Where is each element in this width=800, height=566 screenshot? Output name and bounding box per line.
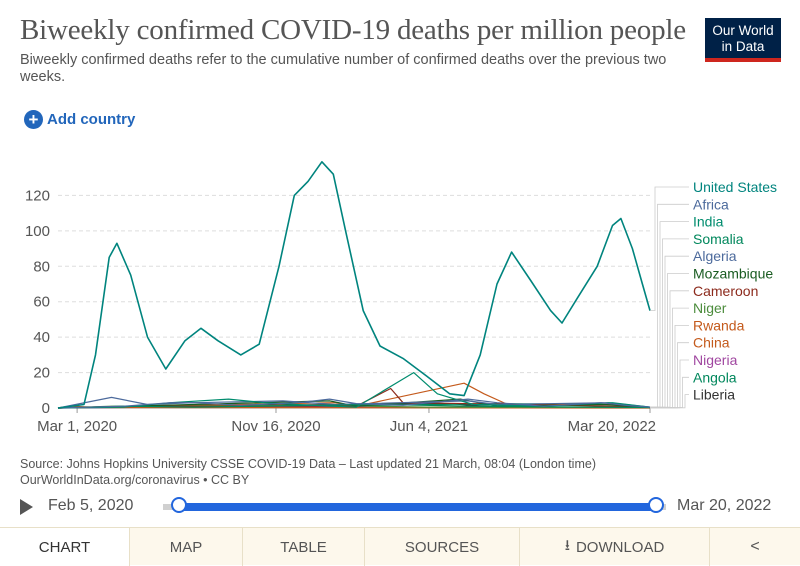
legend-leader-line (650, 376, 689, 408)
timeline-end-label: Mar 20, 2022 (677, 497, 772, 514)
legend-leader-line (650, 324, 689, 408)
tab-chart-label: CHART (38, 538, 91, 556)
source-line-2[interactable]: OurWorldInData.org/coronavirus • CC BY (20, 473, 250, 487)
tab-table[interactable]: TABLE (243, 528, 365, 566)
legend-leader-line (650, 273, 689, 408)
y-tick-label: 20 (33, 365, 50, 382)
legend-item-somalia: Somalia (693, 231, 744, 247)
line-chart[interactable]: 0 20 40 60 80 100 120 Mar 1, 2020 Nov 16, 2020 Ju… (0, 0, 800, 445)
legend-item-nigeria: Nigeria (693, 352, 738, 368)
tab-chart[interactable]: CHART (0, 528, 130, 566)
x-tick-label: Mar 20, 2022 (568, 418, 656, 435)
legend-leader-line (650, 307, 689, 408)
timeline-start-handle[interactable] (171, 497, 187, 513)
x-tick-label: Mar 1, 2020 (37, 418, 117, 435)
share-icon: < (750, 538, 760, 555)
y-tick-label: 60 (33, 294, 50, 311)
legend-leader-line (650, 394, 689, 409)
legend-item-rwanda: Rwanda (693, 317, 745, 333)
tab-sources[interactable]: SOURCES (365, 528, 520, 566)
y-tick-label: 40 (33, 329, 50, 346)
tab-map-label: MAP (169, 538, 203, 556)
legend-item-united-states: United States (693, 179, 777, 195)
legend-item-africa: Africa (693, 196, 729, 212)
timeline-start-label: Feb 5, 2020 (48, 497, 134, 514)
legend-leader-line (650, 186, 689, 312)
chart-title: Biweekly confirmed COVID-19 deaths per m… (20, 14, 686, 46)
y-tick-label: 120 (25, 187, 50, 204)
share-button[interactable]: < (710, 528, 800, 566)
series-line-mozambique (57, 398, 651, 409)
tab-table-label: TABLE (280, 538, 327, 556)
legend-item-niger: Niger (693, 300, 727, 316)
legend-item-india: India (693, 214, 724, 230)
legend-item-algeria: Algeria (693, 248, 737, 264)
y-tick-label: 0 (42, 400, 50, 417)
source-note: Source: Johns Hopkins University CSSE CO… (20, 456, 720, 488)
chart-subtitle: Biweekly confirmed deaths refer to the c… (20, 52, 667, 85)
owid-logo[interactable]: Our World in Data (705, 18, 781, 62)
legend-leader-line (650, 255, 689, 408)
timeline-end-handle[interactable] (648, 497, 664, 513)
legend-leader-line (650, 221, 689, 408)
tab-sources-label: SOURCES (404, 538, 480, 556)
legend-item-mozambique: Mozambique (693, 266, 773, 282)
legend-leader-line (650, 203, 689, 408)
add-country-button[interactable]: + Add country (24, 110, 135, 129)
x-tick-label: Nov 16, 2020 (231, 418, 320, 435)
add-country-label: Add country (47, 111, 136, 128)
legend-leader-line (650, 359, 689, 409)
y-tick-label: 100 (25, 223, 50, 240)
logo-line-1: Our World (712, 23, 774, 38)
tab-download[interactable]: ⭳ DOWNLOAD (520, 528, 710, 566)
timeline-selected-range[interactable] (178, 503, 656, 511)
y-tick-label: 80 (33, 258, 50, 275)
tab-download-label: DOWNLOAD (575, 538, 665, 556)
legend-item-liberia: Liberia (693, 387, 735, 403)
series-line-united-states (57, 161, 651, 409)
series-line-africa (57, 398, 651, 409)
legend-item-cameroon: Cameroon (693, 283, 758, 299)
legend-leader-line (650, 238, 689, 408)
tab-bar: CHART MAP TABLE SOURCES ⭳ DOWNLOAD < (0, 527, 800, 566)
timeline: Feb 5, 2020 Mar 20, 2022 (0, 490, 800, 524)
download-icon: ⭳ (564, 536, 570, 554)
legend-item-china: China (693, 335, 730, 351)
play-icon[interactable] (20, 499, 33, 515)
legend-item-angola: Angola (693, 369, 737, 385)
logo-line-2: in Data (721, 39, 765, 54)
source-line-1: Source: Johns Hopkins University CSSE CO… (20, 457, 596, 471)
x-tick-label: Jun 4, 2021 (390, 418, 468, 435)
series-line-algeria (57, 396, 651, 409)
tab-map[interactable]: MAP (130, 528, 243, 566)
plus-circle-icon: + (24, 110, 43, 129)
legend-leader-line (650, 342, 689, 409)
